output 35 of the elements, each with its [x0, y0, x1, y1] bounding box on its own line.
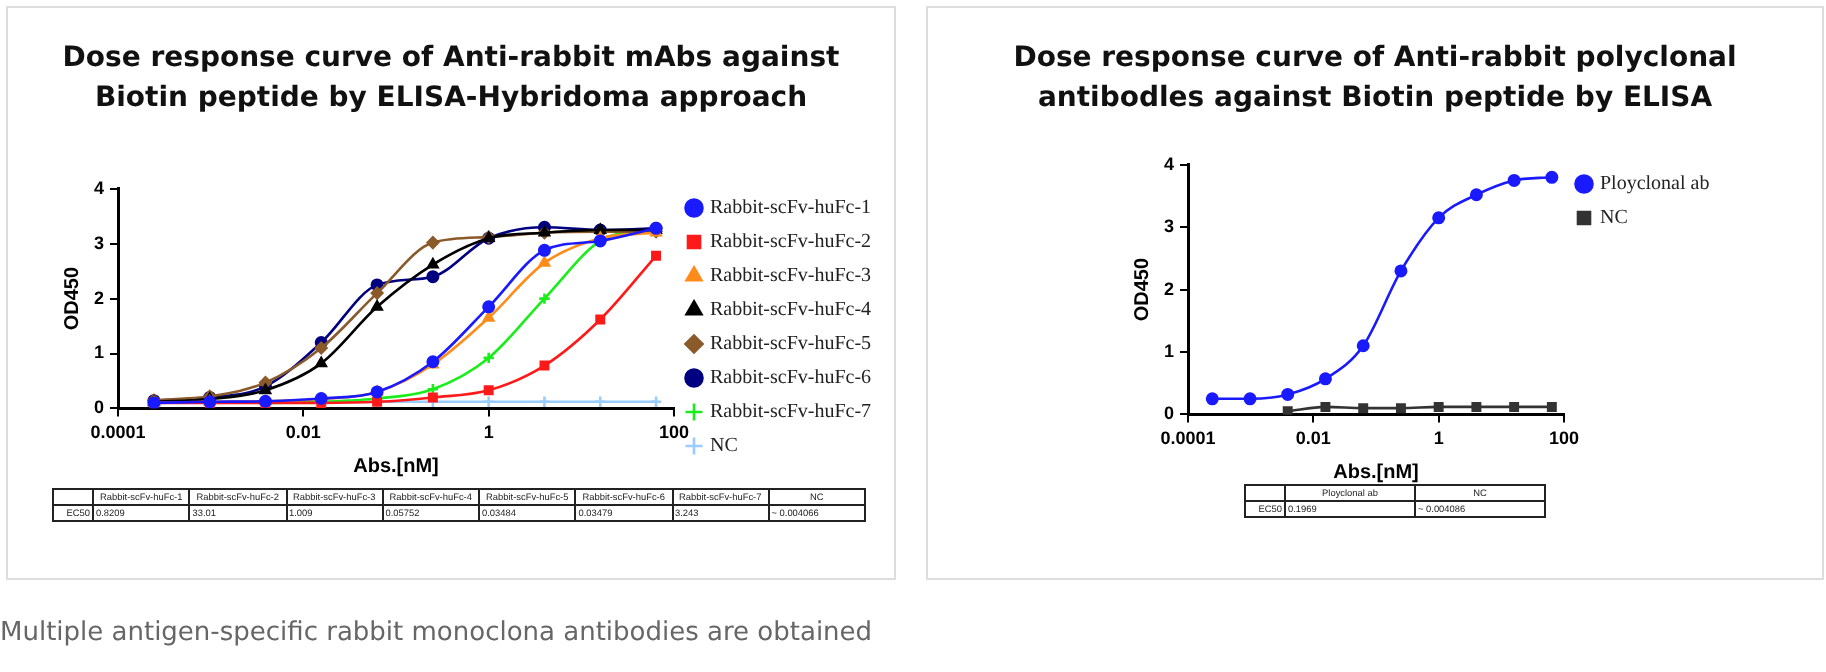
- text: Multiple antigen-specific rabbit monoclona antibodies are obtained: [0, 618, 873, 648]
- y-axis-title: OD450: [1131, 257, 1154, 322]
- x-tick-label: 0.01: [1295, 428, 1331, 449]
- legend-label: Ployclonal ab: [1600, 173, 1710, 196]
- y-tick-label: 0: [93, 397, 105, 418]
- y-tick-label: 4: [1163, 153, 1175, 174]
- y-tick-label: 4: [93, 177, 105, 198]
- chart-title: Dose response curve of Anti-rabbit mAbs against Biotin peptide by ELISA-Hybridoma approach: [60, 40, 842, 118]
- y-tick-label: 0: [1163, 403, 1175, 424]
- x-tick-label: 1: [483, 422, 494, 443]
- x-tick-label: 100: [1548, 428, 1580, 449]
- legend-label: Rabbit-scFv-huFc-4: [710, 299, 872, 322]
- x-tick-label: 0.0001: [1160, 428, 1216, 449]
- legend-label: Rabbit-scFv-huFc-3: [710, 265, 872, 288]
- legend-label: Rabbit-scFv-huFc-2: [710, 231, 872, 254]
- y-tick-label: 2: [1163, 278, 1175, 299]
- x-tick-label: 0.0001: [90, 422, 146, 443]
- legend-label: NC: [710, 435, 739, 458]
- x-axis-title: Abs.[nM]: [1333, 461, 1419, 484]
- y-tick-label: 2: [93, 287, 105, 308]
- x-axis-title: Abs.[nM]: [353, 455, 439, 478]
- y-tick-label: 3: [1163, 216, 1175, 237]
- legend-label: NC: [1600, 207, 1629, 230]
- legend-label: Rabbit-scFv-huFc-1: [710, 197, 872, 220]
- y-tick-label: 1: [1163, 340, 1175, 361]
- legend-label: Rabbit-scFv-huFc-7: [710, 401, 872, 424]
- chart-title: Dose response curve of Anti-rabbit polyclonal antibodles against Biotin peptide by ELISA: [1011, 40, 1739, 118]
- legend-label: Rabbit-scFv-huFc-6: [710, 367, 872, 390]
- x-tick-label: 100: [658, 422, 690, 443]
- x-tick-label: 1: [1433, 428, 1444, 449]
- y-axis-title: OD450: [61, 266, 84, 331]
- y-tick-label: 3: [93, 232, 105, 253]
- x-tick-label: 0.01: [285, 422, 321, 443]
- legend-label: Rabbit-scFv-huFc-5: [710, 333, 872, 356]
- y-tick-label: 1: [93, 342, 105, 363]
